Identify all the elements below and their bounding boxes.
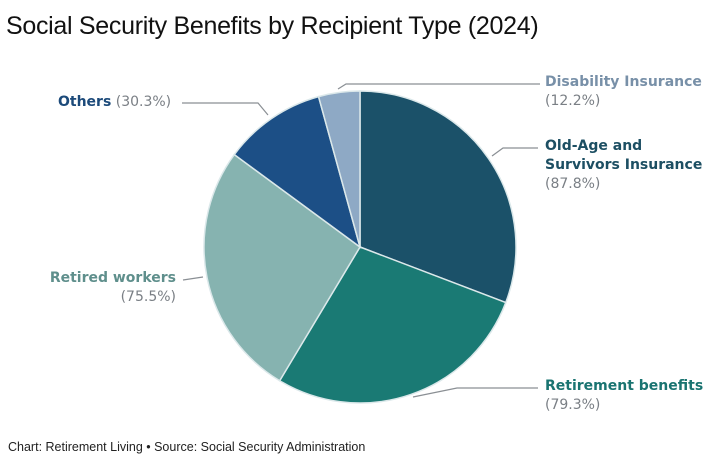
pie-slice-old-age-and-survivors-insurance [359,90,517,304]
label-others: Others (30.3%) [58,93,171,112]
leader-line-disability [337,83,540,90]
leader-line-old-age [491,147,538,157]
label-old-age: Old-Age and Survivors Insurance (87.8%) [545,137,715,194]
label-disability-insurance: Disability Insurance (12.2%) [545,73,702,111]
chart-source-footer: Chart: Retirement Living • Source: Socia… [8,440,366,454]
slice-value: (75.5%) [120,289,176,305]
pie-slice-disability-insurance [317,90,361,248]
slice-value: (12.2%) [545,93,601,109]
slice-value: (30.3%) [115,94,172,110]
slice-label: Others [58,94,112,110]
slice-label: Retirement benefits [545,378,704,394]
leader-line-retirement-benefits [412,387,538,398]
pie-slice-retirement-benefits [278,246,507,404]
pie-slice-retired-workers [203,153,361,382]
slice-label: Old-Age and Survivors Insurance [545,138,703,173]
slice-value: (79.3%) [545,397,601,413]
slice-value: (87.8%) [545,176,601,192]
label-retired-workers: Retired workers (75.5%) [48,269,176,307]
slice-label: Disability Insurance [545,74,702,90]
label-retirement-benefits: Retirement benefits (79.3%) [545,377,703,415]
chart-title: Social Security Benefits by Recipient Ty… [6,12,539,40]
slice-label: Retired workers [49,270,176,286]
leader-line-retired-workers [182,276,204,281]
leader-line-others [182,102,269,116]
